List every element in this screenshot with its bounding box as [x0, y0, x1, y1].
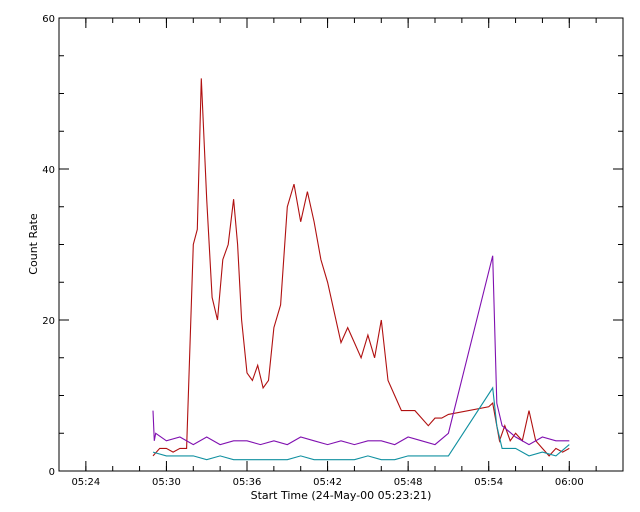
- x-tick-label: 05:24: [71, 477, 100, 488]
- plot-frame: [58, 17, 624, 472]
- x-tick-label: 05:30: [152, 477, 181, 488]
- y-axis-label: Count Rate: [27, 213, 40, 275]
- series-line-2: [152, 255, 570, 446]
- x-axis-label: Start Time (24-May-00 05:23:21): [251, 489, 432, 502]
- series-line-1: [152, 78, 570, 457]
- x-tick-label: 05:54: [474, 477, 503, 488]
- y-tick-label: 60: [42, 14, 55, 25]
- x-tick-label: 05:48: [394, 477, 423, 488]
- x-tick-label: 05:42: [313, 477, 342, 488]
- axis-ticks: 0 20 40 60 05:24 05:30 05:36 05:42 05:48 05:54 06:…: [42, 14, 624, 488]
- y-tick-label: 40: [42, 165, 55, 176]
- y-tick-label: 20: [42, 316, 55, 327]
- x-tick-label: 06:00: [555, 477, 584, 488]
- series-line-3: [152, 386, 570, 461]
- y-tick-label: 0: [49, 467, 55, 478]
- series-lines: [152, 78, 570, 461]
- x-tick-label: 05:36: [233, 477, 262, 488]
